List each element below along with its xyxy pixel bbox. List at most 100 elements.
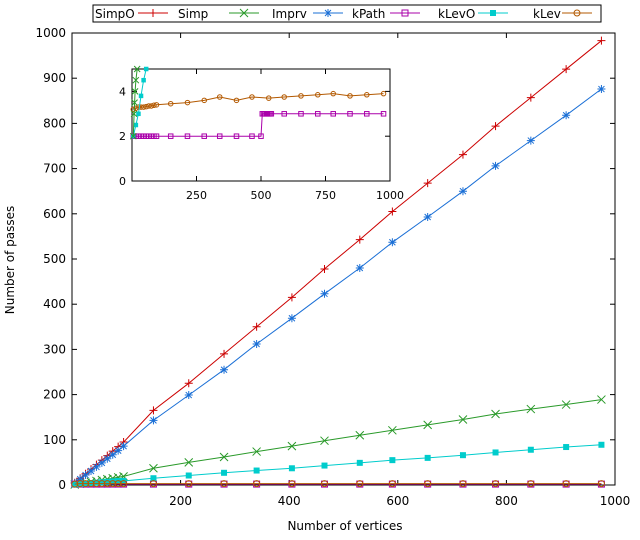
inset-data-point	[315, 92, 321, 98]
inset-data-point	[347, 111, 353, 117]
inset-data-point-shape	[380, 90, 387, 97]
inset-data-point	[364, 92, 370, 98]
main-data-point	[355, 430, 365, 440]
main-data-point	[185, 472, 192, 479]
main-data-point-shape	[87, 480, 95, 488]
inset-data-point-shape	[281, 111, 287, 117]
inset-data-point	[298, 93, 304, 99]
main-data-point	[252, 339, 261, 348]
main-data-point	[220, 349, 229, 358]
main-data-point-shape	[458, 415, 468, 424]
inset-data-point	[201, 133, 207, 139]
main-data-point-shape	[114, 480, 122, 488]
main-data-point-shape	[320, 436, 329, 446]
main-data-point	[423, 420, 433, 430]
legend-label: kPath	[352, 7, 385, 21]
main-y-tick-label: 0	[58, 478, 66, 492]
main-data-point-shape	[459, 480, 467, 488]
main-data-point-shape	[97, 458, 106, 467]
main-data-point	[459, 452, 466, 459]
main-data-point-shape	[492, 480, 500, 488]
inset-data-point-shape	[133, 105, 139, 111]
main-data-point	[355, 235, 364, 244]
inset-data-point	[130, 106, 137, 113]
legend-marker-shape	[573, 9, 581, 17]
inset-data-point-shape	[249, 94, 255, 100]
main-data-point-shape	[119, 442, 128, 451]
main-data-point	[149, 416, 158, 425]
main-data-point	[597, 85, 606, 94]
inset-data-point-shape	[151, 102, 157, 109]
main-data-point-shape	[320, 480, 328, 488]
main-data-point	[458, 150, 467, 159]
main-data-point	[76, 475, 85, 484]
main-data-point-shape	[221, 469, 228, 476]
main-data-point-shape	[149, 406, 158, 415]
inset-data-point-shape	[249, 133, 255, 139]
inset-data-point-shape	[347, 111, 353, 117]
main-data-point-shape	[527, 446, 534, 453]
main-data-point	[356, 480, 364, 488]
main-data-point-shape	[492, 449, 499, 456]
inset-data-point	[131, 88, 139, 95]
main-data-point-shape	[253, 480, 261, 488]
main-data-point-shape	[526, 136, 535, 145]
inset-data-point	[133, 65, 141, 73]
legend-marker	[149, 9, 157, 17]
main-data-point-shape	[562, 111, 571, 120]
main-data-point	[87, 466, 96, 475]
main-data-point-shape	[491, 409, 500, 419]
inset-data-point-shape	[140, 104, 147, 110]
inset-data-point	[151, 102, 157, 109]
main-y-tick-label: 800	[43, 116, 66, 130]
legend-label: SimpO	[95, 7, 135, 21]
main-data-point-shape	[184, 391, 193, 400]
inset-data-point	[143, 103, 149, 110]
main-data-point	[424, 480, 432, 488]
main-data-point-shape	[287, 441, 297, 451]
inset-data-point-shape	[216, 94, 223, 100]
main-data-point-shape	[87, 466, 96, 475]
main-data-point-shape	[526, 93, 535, 102]
main-data-point	[149, 463, 158, 473]
main-data-point	[288, 465, 295, 472]
main-data-point-shape	[355, 264, 364, 273]
main-data-point	[82, 480, 90, 488]
main-data-point-shape	[81, 471, 90, 480]
main-y-tick-label: 600	[43, 207, 66, 221]
main-data-point-shape	[563, 444, 570, 451]
main-data-point	[252, 322, 261, 331]
main-data-point-shape	[597, 395, 606, 404]
main-data-point	[388, 207, 397, 216]
inset-y-tick-label: 4	[119, 85, 126, 98]
main-data-point-shape	[356, 459, 363, 466]
main-data-point-shape	[184, 458, 194, 467]
inset-data-point-shape	[131, 99, 138, 106]
legend-marker-shape	[490, 10, 496, 16]
inset-data-point-shape	[138, 93, 144, 99]
main-series-2	[70, 85, 606, 488]
inset-y-tick-label: 0	[119, 175, 126, 188]
main-data-point	[184, 391, 193, 400]
main-data-point-shape	[424, 480, 432, 488]
inset-data-point	[140, 104, 147, 110]
inset-data-point	[298, 111, 304, 117]
main-data-point	[288, 480, 296, 488]
main-data-point-shape	[71, 481, 78, 488]
inset-data-point-shape	[315, 92, 321, 98]
main-data-point-shape	[287, 314, 296, 323]
main-data-point-shape	[98, 479, 105, 486]
main-data-point-shape	[388, 425, 397, 435]
main-y-tick-label: 200	[43, 388, 66, 402]
inset-data-point-shape	[364, 111, 370, 117]
main-data-point-shape	[76, 480, 84, 488]
main-data-point	[526, 93, 535, 102]
main-data-point-shape	[93, 479, 100, 486]
inset-data-point-shape	[380, 111, 387, 117]
main-data-point	[320, 289, 329, 298]
main-data-point	[527, 446, 534, 453]
main-data-point	[562, 65, 571, 74]
inset-data-point-shape	[132, 76, 140, 84]
main-data-point	[320, 480, 328, 488]
inset-data-point	[133, 105, 139, 111]
